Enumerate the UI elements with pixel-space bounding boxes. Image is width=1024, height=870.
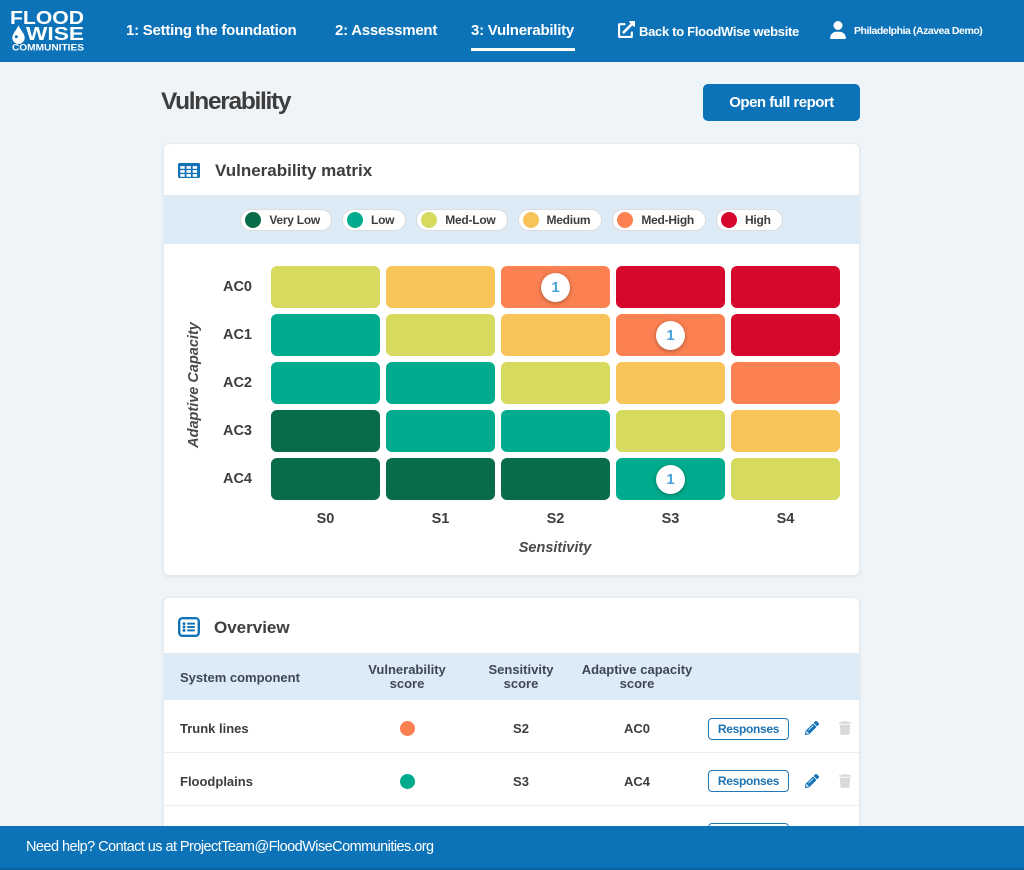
svg-text:WISE: WISE	[26, 24, 84, 44]
svg-text:COMMUNITIES: COMMUNITIES	[12, 43, 84, 54]
svg-text:FLOOD: FLOOD	[10, 8, 84, 28]
